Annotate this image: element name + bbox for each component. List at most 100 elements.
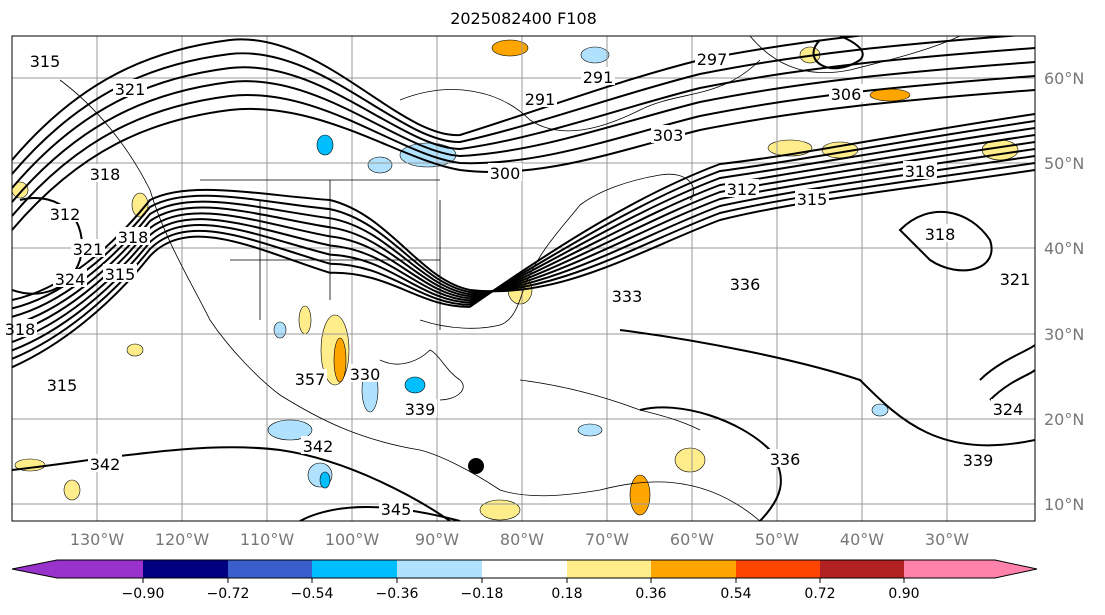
anomaly-patch (580, 46, 610, 64)
colorbar-tick-label: 0.72 (804, 586, 835, 602)
anomaly-patch (404, 376, 426, 394)
lat-label: 40°N (1044, 239, 1084, 258)
colorbar-segment (312, 560, 397, 578)
lon-label: 50°W (755, 530, 799, 549)
contour-label: 324 (55, 270, 86, 289)
height-contour (639, 406, 782, 521)
contour-label-bg (45, 375, 79, 393)
contour-label: 318 (90, 165, 121, 184)
contour-label: 342 (90, 455, 121, 474)
height-contour (12, 36, 866, 161)
height-contour (12, 113, 1035, 369)
contour-label-bg (103, 264, 137, 282)
contour-label-bg (293, 369, 327, 387)
colorbar-tick-label: −0.36 (376, 586, 419, 602)
contour-label: 315 (30, 52, 61, 71)
height-contour (898, 211, 993, 272)
contour-label-bg (998, 269, 1032, 287)
contour-label: 300 (490, 164, 521, 183)
contour-label-bg (829, 84, 863, 102)
contour-label: 318 (925, 225, 956, 244)
contour-label-bg (768, 449, 802, 467)
colorbar-outline (11, 559, 1038, 579)
anomaly-patch (273, 321, 287, 339)
contour-label-bg (53, 269, 87, 287)
height-contour (979, 344, 1035, 401)
contour-label-bg (379, 499, 413, 517)
lat-label: 60°N (1044, 69, 1084, 88)
colorbar-tick-label: −0.90 (122, 586, 165, 602)
contour-label-bg (728, 274, 762, 292)
contour-label-bg (991, 399, 1025, 417)
colorbar-tick-label: 0.18 (551, 586, 582, 602)
anomaly-patch (316, 134, 334, 156)
contour-label: 357 (295, 370, 326, 389)
contour-label-bg (348, 364, 382, 382)
contour-label: 318 (5, 320, 36, 339)
contour-label-bg (48, 204, 82, 222)
contour-label: 306 (831, 85, 862, 104)
anomaly-patch (577, 423, 603, 437)
lat-label: 10°N (1044, 495, 1084, 514)
colorbar-segment (820, 560, 904, 578)
colorbar-segment (482, 560, 567, 578)
colorbar-segment (567, 560, 651, 578)
anomaly-patch (12, 181, 29, 199)
shading-layer (12, 39, 1019, 521)
height-contour (12, 89, 1035, 231)
height-contour (12, 169, 1035, 301)
coastline (419, 173, 695, 329)
contour-label-bg (113, 79, 147, 97)
height-contour (299, 506, 461, 521)
lat-label: 20°N (1044, 410, 1084, 429)
lon-label: 110°W (240, 530, 295, 549)
anomaly-patch (674, 447, 706, 473)
coastline (379, 349, 464, 401)
height-contour (12, 47, 1035, 189)
anomaly-patch (871, 403, 889, 417)
colorbar-tick-label: 0.54 (720, 586, 751, 602)
contour-label-bg (71, 239, 105, 257)
lon-label: 60°W (670, 530, 714, 549)
contour-label-bg (523, 89, 557, 107)
contour-label-bg (88, 164, 122, 182)
anomaly-patch (126, 343, 144, 357)
height-contour (619, 329, 1035, 447)
contour-label: 318 (118, 228, 149, 247)
height-contour (12, 36, 1022, 175)
colorbar-extend-high (904, 560, 1037, 578)
height-contour (12, 127, 1035, 352)
coastline (399, 59, 761, 132)
contour-label: 315 (105, 265, 136, 284)
height-contour (12, 197, 83, 295)
contour-label-bg (903, 161, 937, 179)
lon-label: 100°W (325, 530, 380, 549)
colorbar-segment (736, 560, 820, 578)
contour-label: 336 (770, 450, 801, 469)
lon-label: 80°W (500, 530, 544, 549)
contour-label: 291 (583, 68, 614, 87)
lon-label: 120°W (155, 530, 210, 549)
contour-label: 312 (727, 180, 758, 199)
contour-label: 318 (905, 162, 936, 181)
contour-label-bg (488, 163, 522, 181)
anomaly-patch (479, 499, 521, 521)
contour-label-bg (610, 286, 644, 304)
coastline (749, 36, 961, 74)
coastlines (59, 36, 961, 521)
height-contour (812, 36, 864, 70)
coastline (519, 379, 701, 431)
contour-label: 342 (303, 437, 334, 456)
contour-label: 315 (797, 190, 828, 209)
lon-label: 90°W (415, 530, 459, 549)
height-contour (12, 61, 1035, 203)
colorbar-tick-label: −0.54 (291, 586, 334, 602)
colorbar-segment (651, 560, 736, 578)
contour-label: 321 (115, 80, 146, 99)
anomaly-patch (319, 471, 331, 489)
anomaly-patch (491, 39, 529, 57)
map-title: 2025082400 F108 (450, 9, 597, 28)
lat-label: 30°N (1044, 325, 1084, 344)
contour-label-bg (28, 51, 62, 69)
